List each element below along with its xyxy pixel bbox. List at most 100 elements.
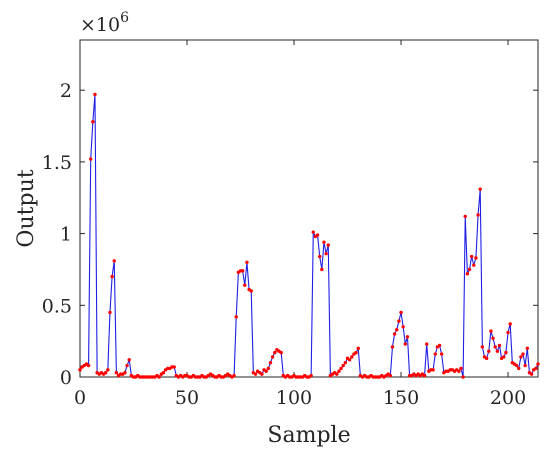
x-tick-label: 0 (74, 387, 86, 409)
data-point (249, 289, 253, 293)
data-point (472, 263, 476, 267)
data-point (270, 355, 275, 359)
data-point (93, 92, 97, 97)
data-point (476, 213, 480, 217)
y-tick-label: 1.5 (42, 152, 72, 174)
data-point (322, 240, 326, 244)
data-point (489, 329, 493, 333)
data-point (506, 330, 510, 335)
data-point (525, 346, 529, 351)
data-point (474, 256, 478, 260)
data-point (318, 254, 322, 259)
x-tick-label: 100 (276, 387, 312, 409)
data-point (356, 346, 360, 351)
data-point (390, 345, 395, 349)
data-point (266, 366, 271, 371)
data-point (324, 251, 328, 256)
data-point (172, 365, 176, 369)
tick-labels: 0 50 100 150 200 0 0.5 1 1.5 2 (42, 80, 526, 409)
data-point (405, 335, 410, 339)
data-point (478, 187, 482, 191)
data-point (106, 368, 110, 372)
x-axis-label: Sample (267, 423, 350, 448)
x-tick-label: 50 (175, 387, 199, 409)
series-output (78, 92, 540, 379)
data-point (523, 363, 527, 368)
data-point (495, 349, 500, 353)
data-point (431, 368, 435, 372)
x-tick-label: 150 (383, 387, 419, 409)
plot-area-box (79, 39, 539, 378)
data-point (337, 369, 341, 373)
multiplier-base: ×10 (80, 14, 120, 36)
data-point (508, 322, 512, 326)
data-point (103, 371, 108, 375)
data-point (502, 355, 506, 359)
data-point (467, 267, 472, 272)
data-point (268, 360, 273, 365)
data-point (519, 355, 523, 359)
data-point (439, 352, 444, 356)
data-point (110, 274, 114, 279)
y-tick-label: 1 (60, 224, 72, 246)
data-point (425, 342, 429, 346)
data-point (437, 343, 442, 348)
data-point (388, 373, 393, 378)
data-point (335, 372, 339, 376)
data-point (491, 336, 495, 340)
data-point (125, 363, 129, 368)
data-point (457, 369, 461, 373)
data-point (469, 254, 474, 259)
data-point (309, 373, 313, 378)
data-point (536, 362, 540, 366)
data-point (161, 371, 166, 375)
data-point (521, 352, 525, 356)
data-point (354, 350, 358, 355)
data-point (78, 368, 82, 372)
data-point (480, 345, 485, 349)
data-point (534, 366, 538, 371)
data-point (433, 352, 437, 356)
data-point (114, 371, 119, 375)
data-point (350, 355, 354, 359)
data-point (341, 363, 345, 368)
data-point (493, 345, 497, 349)
data-point (326, 243, 330, 247)
data-point (403, 342, 408, 346)
multiplier-exponent: 6 (120, 10, 129, 26)
data-point (91, 120, 95, 124)
data-point (339, 366, 343, 371)
y-axis-label: Output (14, 169, 39, 247)
data-point (343, 360, 348, 365)
axes (79, 39, 539, 378)
data-point (240, 269, 245, 273)
series-line (79, 93, 539, 378)
data-point (253, 372, 258, 376)
data-point (395, 327, 399, 332)
data-point (264, 369, 268, 373)
data-point (157, 375, 161, 379)
data-point (89, 157, 93, 161)
data-point (273, 350, 277, 355)
data-point (127, 358, 131, 362)
y-tick-label: 2 (60, 80, 72, 102)
data-point (463, 214, 467, 219)
data-point (514, 363, 519, 368)
data-point (399, 310, 403, 315)
y-tick-label: 0 (60, 367, 72, 389)
data-point (497, 343, 502, 348)
data-point (311, 230, 315, 234)
data-point (459, 366, 463, 371)
data-point (86, 363, 91, 368)
data-point (315, 233, 320, 237)
data-point (487, 349, 491, 353)
data-point (245, 260, 249, 264)
data-point (504, 350, 508, 355)
data-point (401, 325, 405, 329)
data-point (397, 319, 401, 323)
data-point (320, 267, 324, 272)
data-point (465, 272, 470, 276)
y-tick-label: 0.5 (42, 295, 72, 317)
